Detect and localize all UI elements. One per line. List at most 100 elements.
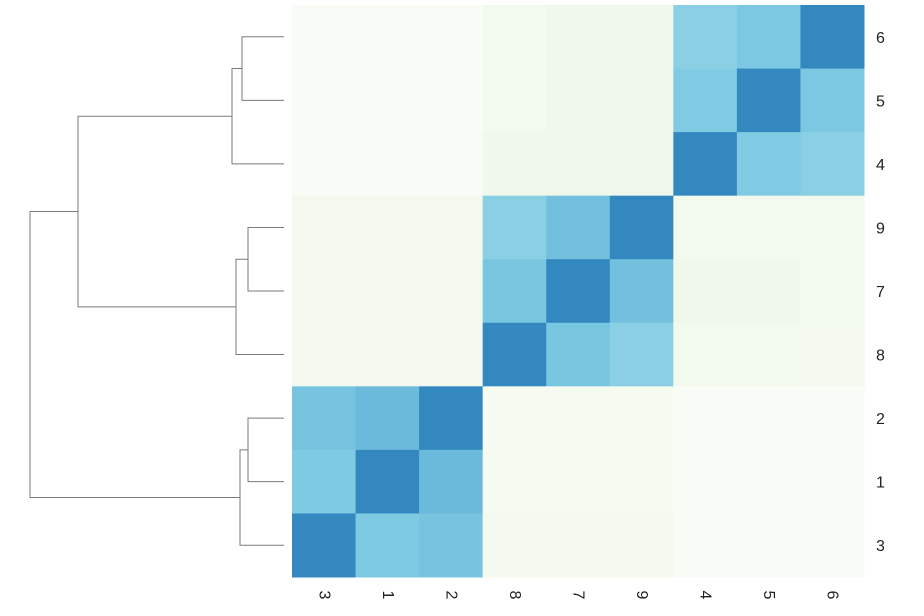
heatmap-cell-r1-c8 — [482, 449, 547, 514]
heatmap-cell-r6-c3 — [292, 5, 357, 70]
heatmap-cell-r4-c9 — [609, 132, 674, 197]
column-tick-label: 7 — [570, 591, 587, 600]
heatmap-cell-r5-c7 — [546, 68, 611, 133]
heatmap-cell-r1-c5 — [736, 449, 801, 514]
heatmap-cell-r9-c8 — [482, 195, 547, 260]
heatmap-cell-r1-c1 — [355, 449, 420, 514]
column-tick-label: 3 — [315, 591, 332, 600]
row-tick-label: 8 — [876, 348, 885, 365]
dendrogram-link — [247, 226, 284, 292]
row-tick-label: 9 — [876, 220, 885, 237]
heatmap-cell-r1-c7 — [546, 449, 611, 514]
heatmap-cell-r3-c3 — [292, 513, 357, 578]
heatmap-cell-r4-c5 — [736, 132, 801, 197]
heatmap-cell-r5-c5 — [736, 68, 801, 133]
heatmap-cell-r9-c3 — [292, 195, 357, 260]
heatmap-cell-r9-c1 — [355, 195, 420, 260]
heatmap-cell-r4-c7 — [546, 132, 611, 197]
heatmap-cell-r2-c2 — [419, 386, 484, 451]
heatmap-cell-r2-c4 — [673, 386, 738, 451]
row-tick-label: 7 — [876, 284, 885, 301]
heatmap-cell-r7-c7 — [546, 259, 611, 324]
heatmap-cell-r7-c5 — [736, 259, 801, 324]
heatmap-cell-r2-c7 — [546, 386, 611, 451]
heatmap-cell-r7-c8 — [482, 259, 547, 324]
dendrogram-link — [29, 211, 240, 499]
heatmap-cell-r4-c6 — [800, 132, 865, 197]
heatmap-cell-r3-c6 — [800, 513, 865, 578]
heatmap-cell-r7-c6 — [800, 259, 865, 324]
heatmap-cell-r5-c4 — [673, 68, 738, 133]
dendrogram-link — [247, 417, 284, 483]
heatmap-cell-r5-c2 — [419, 68, 484, 133]
heatmap-cell-r5-c3 — [292, 68, 357, 133]
heatmap-cell-r1-c9 — [609, 449, 674, 514]
dendrogram-link — [231, 68, 284, 165]
row-tick-label: 5 — [876, 93, 885, 110]
heatmap-cell-r6-c1 — [355, 5, 420, 70]
heatmap-cell-r3-c9 — [609, 513, 674, 578]
dendrogram-link — [239, 449, 284, 546]
heatmap-cell-r2-c6 — [800, 386, 865, 451]
heatmap-cell-r2-c5 — [736, 386, 801, 451]
heatmap-cell-r5-c8 — [482, 68, 547, 133]
heatmap-cell-r6-c7 — [546, 5, 611, 70]
heatmap-cell-r3-c2 — [419, 513, 484, 578]
heatmap-cell-r8-c3 — [292, 322, 357, 387]
heatmap-cell-r2-c3 — [292, 386, 357, 451]
heatmap-cell-r2-c8 — [482, 386, 547, 451]
row-tick-label: 3 — [876, 538, 885, 555]
heatmap-cell-r8-c2 — [419, 322, 484, 387]
heatmap-cell-r8-c5 — [736, 322, 801, 387]
heatmap-cell-r5-c9 — [609, 68, 674, 133]
dendrogram-link — [77, 115, 236, 308]
heatmap-cell-r9-c9 — [609, 195, 674, 260]
column-tick-label: 6 — [824, 591, 841, 600]
row-tick-label: 1 — [876, 475, 885, 492]
heatmap-grid — [292, 5, 865, 578]
heatmap-cell-r4-c4 — [673, 132, 738, 197]
heatmap-cell-r9-c4 — [673, 195, 738, 260]
heatmap-cell-r7-c3 — [292, 259, 357, 324]
column-tick-label: 4 — [697, 591, 714, 600]
heatmap-cell-r8-c6 — [800, 322, 865, 387]
heatmap-cell-r6-c8 — [482, 5, 547, 70]
heatmap-cell-r7-c2 — [419, 259, 484, 324]
heatmap-cell-r8-c7 — [546, 322, 611, 387]
heatmap-cell-r7-c1 — [355, 259, 420, 324]
column-tick-label: 2 — [442, 591, 459, 600]
heatmap-cell-r9-c2 — [419, 195, 484, 260]
heatmap-cell-r6-c5 — [736, 5, 801, 70]
column-tick-label: 8 — [506, 591, 523, 600]
row-label-axis: 6 5 4 9 7 8 2 1 3 — [876, 30, 885, 555]
column-tick-label: 1 — [379, 591, 396, 600]
heatmap-cell-r5-c1 — [355, 68, 420, 133]
heatmap-cell-r4-c8 — [482, 132, 547, 197]
heatmap-cell-r4-c1 — [355, 132, 420, 197]
heatmap-cell-r8-c9 — [609, 322, 674, 387]
heatmap-cell-r1-c6 — [800, 449, 865, 514]
heatmap-cell-r8-c1 — [355, 322, 420, 387]
heatmap-cell-r1-c4 — [673, 449, 738, 514]
heatmap-cell-r6-c6 — [800, 5, 865, 70]
heatmap-cell-r1-c2 — [419, 449, 484, 514]
heatmap-cell-r9-c7 — [546, 195, 611, 260]
heatmap-cell-r7-c4 — [673, 259, 738, 324]
heatmap-cell-r9-c5 — [736, 195, 801, 260]
heatmap-cell-r5-c6 — [800, 68, 865, 133]
row-dendrogram — [29, 36, 284, 546]
heatmap-cell-r1-c3 — [292, 449, 357, 514]
heatmap-cell-r8-c8 — [482, 322, 547, 387]
row-tick-label: 2 — [876, 411, 885, 428]
heatmap-cell-r2-c9 — [609, 386, 674, 451]
heatmap-cell-r8-c4 — [673, 322, 738, 387]
dendrogram-link — [241, 36, 284, 101]
heatmap-cell-r3-c1 — [355, 513, 420, 578]
heatmap-cell-r2-c1 — [355, 386, 420, 451]
heatmap-cell-r3-c5 — [736, 513, 801, 578]
heatmap-cell-r9-c6 — [800, 195, 865, 260]
heatmap-cell-r3-c7 — [546, 513, 611, 578]
column-tick-label: 9 — [633, 591, 650, 600]
dendrogram-link — [235, 258, 284, 356]
